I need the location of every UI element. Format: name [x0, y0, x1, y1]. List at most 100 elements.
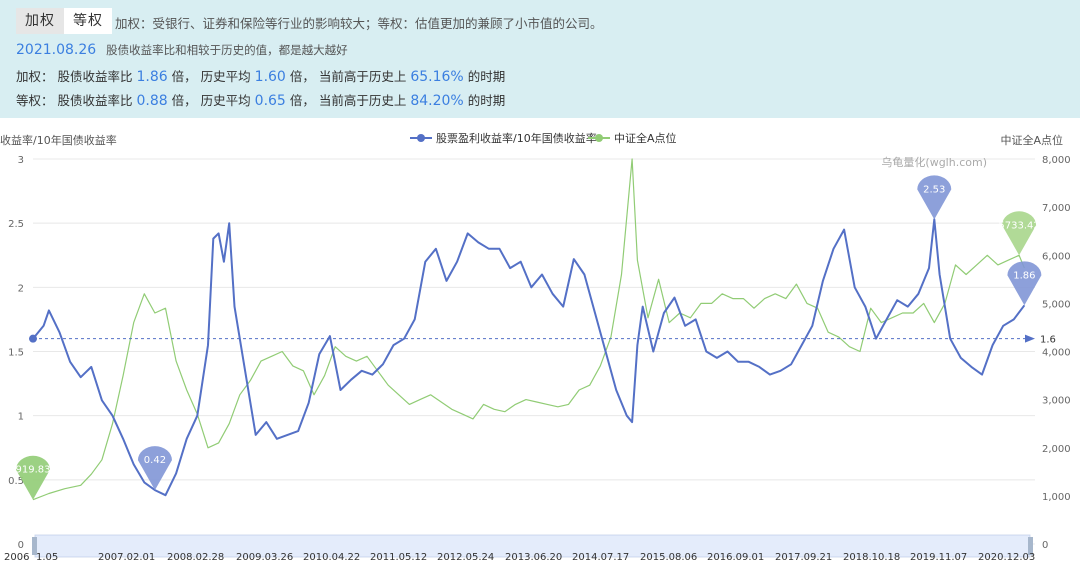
- marker-label: 919.83: [16, 465, 51, 476]
- weighted-avg: 1.60: [254, 69, 286, 85]
- left-tick-label: 1.5: [8, 348, 24, 359]
- ratio-series-line: [32, 218, 1026, 497]
- x-tick-label: 2016.09.01: [707, 552, 764, 563]
- marker-label: 0.42: [144, 455, 166, 466]
- x-tick-label: 2018.10.18: [843, 552, 900, 563]
- weighted-percentile: 65.16%: [410, 69, 464, 85]
- grid-lines: [33, 158, 1035, 545]
- right-tick-label: 8,000: [1042, 155, 1071, 166]
- x-axis-ticks: 2006 1.05 2007.02.01 2008.02.28 2009.03.26 20…: [4, 552, 1035, 563]
- weighting-description: 加权：受银行、证券和保险等行业的影响较大；等权：估值更加的兼顾了小市值的公司。: [115, 16, 603, 31]
- series-layer: [32, 158, 1026, 501]
- watermark: 乌龟量化(wglh.com): [881, 155, 987, 169]
- weighting-tabs: 加权 等权: [16, 8, 112, 34]
- x-tick-label: 2009.03.26: [236, 552, 293, 563]
- average-arrow-icon: [1025, 334, 1035, 343]
- legend-item-index[interactable]: 中证全A点位: [588, 131, 677, 145]
- right-tick-label: 0: [1042, 540, 1048, 551]
- legend-label-ratio: 股票盈利收益率/10年国债收益率: [436, 131, 597, 145]
- right-tick-label: 5,000: [1042, 299, 1071, 310]
- equal-avg-unit: 倍: [289, 93, 303, 108]
- legend-marker-ratio: [417, 134, 425, 142]
- legend: 股票盈利收益率/10年国债收益率 中证全A点位: [410, 131, 677, 145]
- right-axis-title: 中证全A点位: [1000, 133, 1063, 147]
- x-tick-label: 2013.06.20: [505, 552, 562, 563]
- marker-layer: 919.83 0.42 2.53 5733.42 1.86: [16, 175, 1042, 500]
- x-tick-label: 2010.04.22: [303, 552, 360, 563]
- weighted-value: 1.86: [136, 69, 168, 85]
- x-tick-label: 2020.12.03: [978, 552, 1035, 563]
- data-marker[interactable]: 5733.42: [998, 211, 1040, 256]
- left-tick-label: 3: [18, 155, 24, 166]
- weighted-pct-label: 当前高于历史上: [318, 69, 407, 84]
- tab-equal-weight[interactable]: 等权: [64, 8, 112, 34]
- x-tick-label: 2017.09.21: [775, 552, 832, 563]
- x-tick-label: 1.05: [36, 552, 58, 563]
- data-marker[interactable]: 919.83: [16, 455, 51, 500]
- equal-prefix: 等权：: [16, 93, 54, 108]
- equal-pct-label: 当前高于历史上: [318, 93, 407, 108]
- x-tick-label: 2014.07.17: [572, 552, 629, 563]
- zoom-handle-left[interactable]: [32, 537, 37, 555]
- equal-pct-suffix: 的时期: [467, 93, 506, 108]
- x-tick-label: 2019.11.07: [910, 552, 967, 563]
- left-tick-label: 2.5: [8, 219, 24, 230]
- marker-label: 1.86: [1013, 270, 1035, 281]
- equal-percentile: 84.20%: [410, 93, 464, 109]
- left-tick-label: 1: [18, 412, 24, 423]
- legend-marker-index: [595, 134, 603, 142]
- right-tick-label: 6,000: [1042, 251, 1071, 262]
- x-tick-label: 2015.08.06: [640, 552, 697, 563]
- average-line-layer: 1.6: [29, 334, 1056, 346]
- index-series-line: [32, 158, 1025, 501]
- ratio-start-point: [29, 334, 37, 343]
- equal-value: 0.88: [136, 93, 168, 109]
- left-axis-title: 收益率/10年国债收益率: [0, 133, 117, 147]
- marker-pin-icon: [1002, 211, 1037, 256]
- right-tick-label: 3,000: [1042, 396, 1071, 407]
- equal-avg: 0.65: [254, 93, 286, 109]
- weighted-summary: 加权： 股债收益率比 1.86 倍， 历史平均 1.60 倍， 当前高于历史上 …: [16, 69, 506, 85]
- data-date: 2021.08.26: [16, 42, 97, 58]
- marker-pin-icon: [16, 455, 50, 500]
- summary-note: 股债收益率比和相较于历史的值，都是越大越好: [106, 43, 348, 57]
- marker-pin-icon: [917, 175, 952, 220]
- weighted-avg-unit: 倍: [289, 69, 303, 84]
- left-tick-label: 2: [18, 283, 24, 294]
- data-marker[interactable]: 1.86: [1007, 261, 1042, 306]
- weighted-avg-label: 历史平均: [200, 69, 251, 84]
- weighted-prefix: 加权：: [16, 69, 54, 84]
- marker-label: 5733.42: [998, 220, 1039, 231]
- average-label: 1.6: [1040, 335, 1056, 346]
- data-marker[interactable]: 2.53: [917, 175, 952, 220]
- ratio-index-chart: 00.511.522.5301,0002,0003,0004,0005,0006…: [0, 131, 1071, 563]
- x-tick-label: 2006: [4, 552, 29, 563]
- data-marker[interactable]: 0.42: [137, 446, 172, 491]
- x-tick-label: 2011.05.12: [370, 552, 427, 563]
- weighted-pct-suffix: 的时期: [467, 69, 506, 84]
- tab-weighted[interactable]: 加权: [16, 8, 64, 34]
- legend-label-index: 中证全A点位: [614, 131, 677, 145]
- marker-label: 2.53: [923, 184, 945, 195]
- zoom-slider-window[interactable]: [35, 535, 1030, 557]
- zoom-handle-right[interactable]: [1028, 537, 1033, 555]
- weighted-unit: 倍: [171, 69, 185, 84]
- equal-avg-label: 历史平均: [200, 93, 251, 108]
- right-tick-label: 1,000: [1042, 492, 1071, 503]
- x-tick-label: 2008.02.28: [167, 552, 224, 563]
- x-tick-label: 2007.02.01: [98, 552, 155, 563]
- info-panel: 加权 等权 加权：受银行、证券和保险等行业的影响较大；等权：估值更加的兼顾了小市…: [0, 0, 1080, 118]
- legend-item-ratio[interactable]: 股票盈利收益率/10年国债收益率: [410, 131, 597, 145]
- marker-pin-icon: [1007, 261, 1042, 306]
- equal-summary: 等权： 股债收益率比 0.88 倍， 历史平均 0.65 倍， 当前高于历史上 …: [16, 93, 506, 109]
- axes: 00.511.522.5301,0002,0003,0004,0005,0006…: [8, 155, 1071, 551]
- equal-unit: 倍: [171, 93, 185, 108]
- date-line: 2021.08.26 股债收益率比和相较于历史的值，都是越大越好: [16, 42, 348, 58]
- x-tick-label: 2012.05.24: [437, 552, 494, 563]
- right-tick-label: 4,000: [1042, 348, 1071, 359]
- right-tick-label: 2,000: [1042, 444, 1071, 455]
- zoom-slider[interactable]: [32, 534, 1033, 558]
- left-tick-label: 0: [18, 540, 24, 551]
- weighted-label: 股债收益率比: [57, 69, 133, 84]
- left-tick-label: 0.5: [8, 476, 24, 487]
